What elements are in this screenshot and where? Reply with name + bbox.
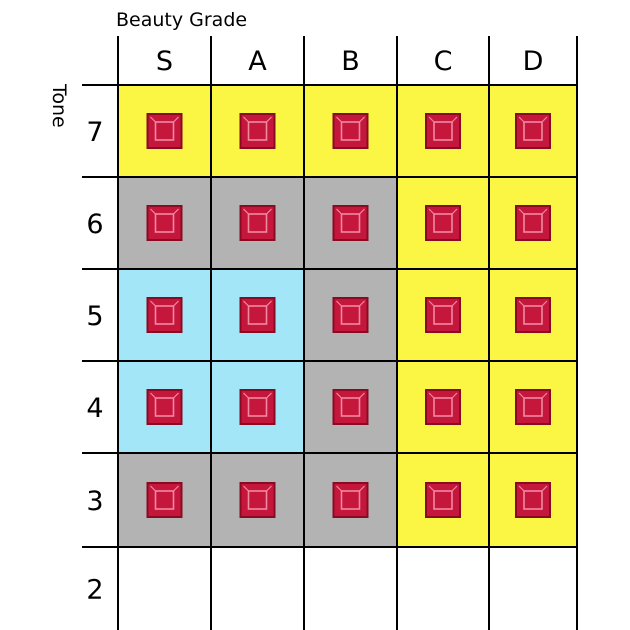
gem-facet-line [243,208,249,215]
row-header-tone-4: 4 [86,393,103,424]
gem-facet-line [266,300,272,307]
gem-facet-line [150,300,156,307]
gem-facet-line [541,392,548,399]
column-header-c: C [434,46,453,77]
gem-table-facet [247,305,268,325]
gem-facet-line [173,300,179,307]
gem-facet-line [541,300,548,307]
gem-table-facet [433,121,453,141]
gem-facet-line [518,208,525,215]
row-header-tone-7: 7 [86,117,103,148]
gem-facet-line [451,300,458,307]
gem-table-facet [340,121,361,141]
gem-facet-line [451,485,458,492]
gem-facet-line [541,116,548,123]
gem-facet-line [518,116,525,123]
gem-facet-line [428,485,435,492]
gem-table-facet [247,213,268,233]
gem-facet-line [359,208,365,215]
gem-table-facet [247,121,268,141]
row-header-tone-5: 5 [86,301,103,332]
gem-facet-line [451,208,458,215]
gem-table-facet [154,490,175,510]
gem-facet-line [451,116,458,123]
gem-facet-line [243,300,249,307]
x-axis-title: Beauty Grade [116,9,248,31]
gem-table-facet [340,213,361,233]
gem-facet-line [336,485,342,492]
row-header-tone-3: 3 [86,486,103,517]
row-header-tone-6: 6 [86,209,103,240]
gem-facet-line [336,116,342,123]
gem-facet-line [541,485,548,492]
gem-table-facet [340,490,361,510]
gem-table-facet [340,305,361,325]
gem-facet-line [359,300,365,307]
column-header-s: S [156,46,173,77]
column-header-d: D [523,46,544,77]
gem-table-facet [154,213,175,233]
gem-facet-line [266,485,272,492]
gem-facet-line [428,300,435,307]
gem-table-facet [433,397,453,417]
gem-table-facet [154,121,175,141]
gem-facet-line [266,392,272,399]
gem-facet-line [518,392,525,399]
column-header-b: B [341,46,360,77]
gem-table-facet [433,490,453,510]
gem-table-facet [433,305,453,325]
grade-cell [489,547,577,630]
gem-facet-line [243,485,249,492]
gem-facet-line [451,392,458,399]
gem-facet-line [336,300,342,307]
gem-facet-line [518,300,525,307]
gem-table-facet [247,397,268,417]
grade-cell [397,547,489,630]
gem-facet-line [359,485,365,492]
gem-table-facet [523,397,543,417]
y-axis-title: Tone [48,84,70,128]
gem-facet-line [266,208,272,215]
gem-facet-line [541,208,548,215]
gem-facet-line [243,116,249,123]
gem-facet-line [173,392,179,399]
gem-table-facet [154,305,175,325]
gem-table-facet [523,305,543,325]
gem-facet-line [150,392,156,399]
gem-table-facet [523,213,543,233]
gem-table-facet [247,490,268,510]
gem-table-facet [340,397,361,417]
gem-facet-line [518,485,525,492]
column-header-a: A [248,46,267,77]
grade-cell [211,547,304,630]
gem-facet-line [428,116,435,123]
gem-facet-line [359,392,365,399]
gem-facet-line [243,392,249,399]
gem-facet-line [150,485,156,492]
gem-facet-line [428,208,435,215]
gem-facet-line [359,116,365,123]
gem-facet-line [336,208,342,215]
gem-facet-line [150,208,156,215]
row-header-tone-2: 2 [86,575,103,606]
gem-table-facet [523,490,543,510]
grade-cell [118,547,211,630]
gem-table-facet [433,213,453,233]
gem-facet-line [173,208,179,215]
gem-facet-line [336,392,342,399]
gem-table-facet [154,397,175,417]
gem-facet-line [173,116,179,123]
gem-table-facet [523,121,543,141]
gem-facet-line [150,116,156,123]
grade-cell [304,547,397,630]
gem-facet-line [428,392,435,399]
gem-facet-line [266,116,272,123]
gem-facet-line [173,485,179,492]
